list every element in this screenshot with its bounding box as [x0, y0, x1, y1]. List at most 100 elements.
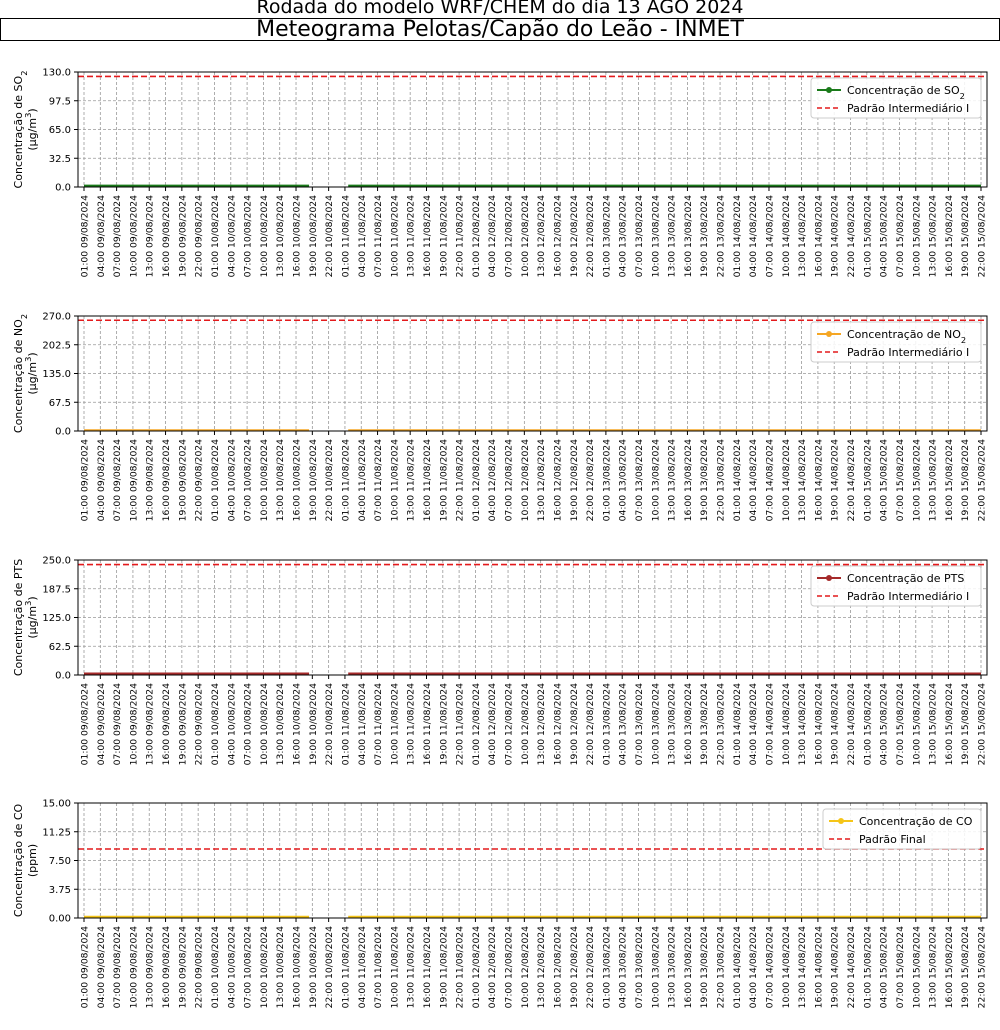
- xtick-label: 07:00 09/08/2024: [112, 195, 123, 278]
- xtick-label: 13:00 11/08/2024: [406, 926, 417, 1009]
- xtick-label: 01:00 10/08/2024: [210, 439, 221, 522]
- xtick-label: 22:00 12/08/2024: [585, 439, 596, 522]
- xtick-label: 10:00 14/08/2024: [781, 195, 792, 278]
- xtick-label: 01:00 11/08/2024: [340, 926, 351, 1009]
- xtick-label: 19:00 13/08/2024: [699, 195, 710, 278]
- xtick-label: 07:00 10/08/2024: [243, 195, 254, 278]
- xtick-label: 07:00 14/08/2024: [764, 683, 775, 766]
- legend-label: Padrão Final: [859, 833, 926, 846]
- xtick-label: 22:00 15/08/2024: [977, 926, 988, 1009]
- xtick-label: 22:00 15/08/2024: [977, 439, 988, 522]
- xtick-label: 01:00 12/08/2024: [471, 926, 482, 1009]
- xtick-label: 16:00 12/08/2024: [552, 683, 563, 766]
- xtick-label: 04:00 09/08/2024: [96, 195, 107, 278]
- legend-box: [810, 77, 982, 119]
- xtick-label: 16:00 10/08/2024: [292, 439, 303, 522]
- xtick-label: 10:00 11/08/2024: [389, 683, 400, 766]
- xtick-label: 04:00 13/08/2024: [618, 439, 629, 522]
- ytick-label: 3.75: [49, 885, 71, 896]
- y-axis-label: Concentração de NO2: [12, 314, 29, 433]
- xtick-label: 01:00 11/08/2024: [340, 439, 351, 522]
- xtick-label: 01:00 12/08/2024: [471, 195, 482, 278]
- xtick-label: 04:00 15/08/2024: [879, 439, 890, 522]
- main-title: Rodada do modelo WRF/CHEM do dia 13 AGO …: [256, 0, 744, 18]
- xtick-label: 01:00 12/08/2024: [471, 683, 482, 766]
- xtick-label: 13:00 11/08/2024: [406, 683, 417, 766]
- xtick-label: 04:00 15/08/2024: [879, 195, 890, 278]
- xtick-label: 10:00 11/08/2024: [389, 195, 400, 278]
- xtick-label: 10:00 15/08/2024: [911, 195, 922, 278]
- xtick-label: 19:00 13/08/2024: [699, 926, 710, 1009]
- xtick-label: 07:00 12/08/2024: [504, 926, 515, 1009]
- xtick-label: 10:00 10/08/2024: [259, 683, 270, 766]
- xtick-label: 10:00 14/08/2024: [781, 926, 792, 1009]
- plot-frame: [77, 559, 988, 676]
- xtick-label: 10:00 11/08/2024: [389, 926, 400, 1009]
- xtick-label: 07:00 15/08/2024: [895, 926, 906, 1009]
- xtick-label: 07:00 14/08/2024: [764, 926, 775, 1009]
- xtick-label: 04:00 11/08/2024: [357, 439, 368, 522]
- xtick-label: 01:00 14/08/2024: [732, 439, 743, 522]
- xtick-label: 01:00 09/08/2024: [80, 683, 91, 766]
- xtick-label: 10:00 14/08/2024: [781, 683, 792, 766]
- plot-frame: [77, 71, 988, 188]
- y-axis-label: Concentração de SO2: [12, 71, 29, 189]
- xtick-label: 07:00 14/08/2024: [764, 195, 775, 278]
- xtick-label: 19:00 15/08/2024: [960, 926, 971, 1009]
- xtick-label: 07:00 09/08/2024: [112, 683, 123, 766]
- xtick-label: 16:00 15/08/2024: [944, 926, 955, 1009]
- xtick-label: 04:00 12/08/2024: [487, 683, 498, 766]
- xtick-label: 19:00 12/08/2024: [569, 926, 580, 1009]
- xtick-label: 07:00 13/08/2024: [634, 195, 645, 278]
- xtick-label: 07:00 14/08/2024: [764, 439, 775, 522]
- xtick-label: 01:00 09/08/2024: [80, 439, 91, 522]
- xtick-label: 13:00 09/08/2024: [145, 683, 156, 766]
- xtick-label: 22:00 14/08/2024: [846, 926, 857, 1009]
- xtick-label: 22:00 09/08/2024: [194, 195, 205, 278]
- xtick-label: 19:00 14/08/2024: [830, 926, 841, 1009]
- xtick-label: 19:00 12/08/2024: [569, 683, 580, 766]
- xtick-label: 13:00 10/08/2024: [275, 926, 286, 1009]
- xtick-label: 10:00 09/08/2024: [128, 195, 139, 278]
- xtick-label: 10:00 10/08/2024: [259, 439, 270, 522]
- xtick-label: 13:00 12/08/2024: [536, 926, 547, 1009]
- xtick-label: 19:00 15/08/2024: [960, 195, 971, 278]
- xtick-label: 07:00 12/08/2024: [504, 683, 515, 766]
- xtick-label: 16:00 09/08/2024: [161, 926, 172, 1009]
- xtick-label: 13:00 09/08/2024: [145, 195, 156, 278]
- xtick-label: 13:00 13/08/2024: [667, 195, 678, 278]
- xtick-label: 07:00 11/08/2024: [373, 926, 384, 1009]
- xtick-label: 04:00 14/08/2024: [748, 926, 759, 1009]
- xtick-label: 22:00 11/08/2024: [455, 683, 466, 766]
- xtick-label: 16:00 09/08/2024: [161, 195, 172, 278]
- xtick-label: 22:00 10/08/2024: [324, 683, 335, 766]
- legend-box: [822, 808, 982, 850]
- xtick-label: 04:00 10/08/2024: [226, 195, 237, 278]
- xtick-label: 22:00 10/08/2024: [324, 439, 335, 522]
- xtick-label: 22:00 10/08/2024: [324, 926, 335, 1009]
- xtick-label: 04:00 13/08/2024: [618, 683, 629, 766]
- xtick-label: 10:00 12/08/2024: [520, 439, 531, 522]
- xtick-label: 04:00 09/08/2024: [96, 926, 107, 1009]
- xtick-label: 16:00 13/08/2024: [683, 926, 694, 1009]
- xtick-label: 16:00 10/08/2024: [292, 195, 303, 278]
- xtick-label: 19:00 12/08/2024: [569, 195, 580, 278]
- xtick-label: 16:00 09/08/2024: [161, 683, 172, 766]
- xtick-label: 19:00 14/08/2024: [830, 683, 841, 766]
- xtick-label: 07:00 12/08/2024: [504, 439, 515, 522]
- legend-label: Padrão Intermediário I: [847, 590, 969, 603]
- xtick-label: 07:00 09/08/2024: [112, 439, 123, 522]
- xtick-label: 13:00 12/08/2024: [536, 683, 547, 766]
- xtick-label: 01:00 14/08/2024: [732, 195, 743, 278]
- xtick-label: 19:00 09/08/2024: [177, 195, 188, 278]
- xtick-label: 04:00 11/08/2024: [357, 195, 368, 278]
- xtick-label: 07:00 10/08/2024: [243, 439, 254, 522]
- legend-label: Concentração de SO2: [847, 84, 965, 101]
- xtick-label: 10:00 13/08/2024: [650, 439, 661, 522]
- xtick-label: 04:00 14/08/2024: [748, 439, 759, 522]
- xtick-label: 07:00 09/08/2024: [112, 926, 123, 1009]
- ytick-label: 32.5: [49, 154, 71, 165]
- xtick-label: 19:00 09/08/2024: [177, 926, 188, 1009]
- y-axis-unit: (ppm): [26, 844, 39, 877]
- xtick-label: 01:00 10/08/2024: [210, 683, 221, 766]
